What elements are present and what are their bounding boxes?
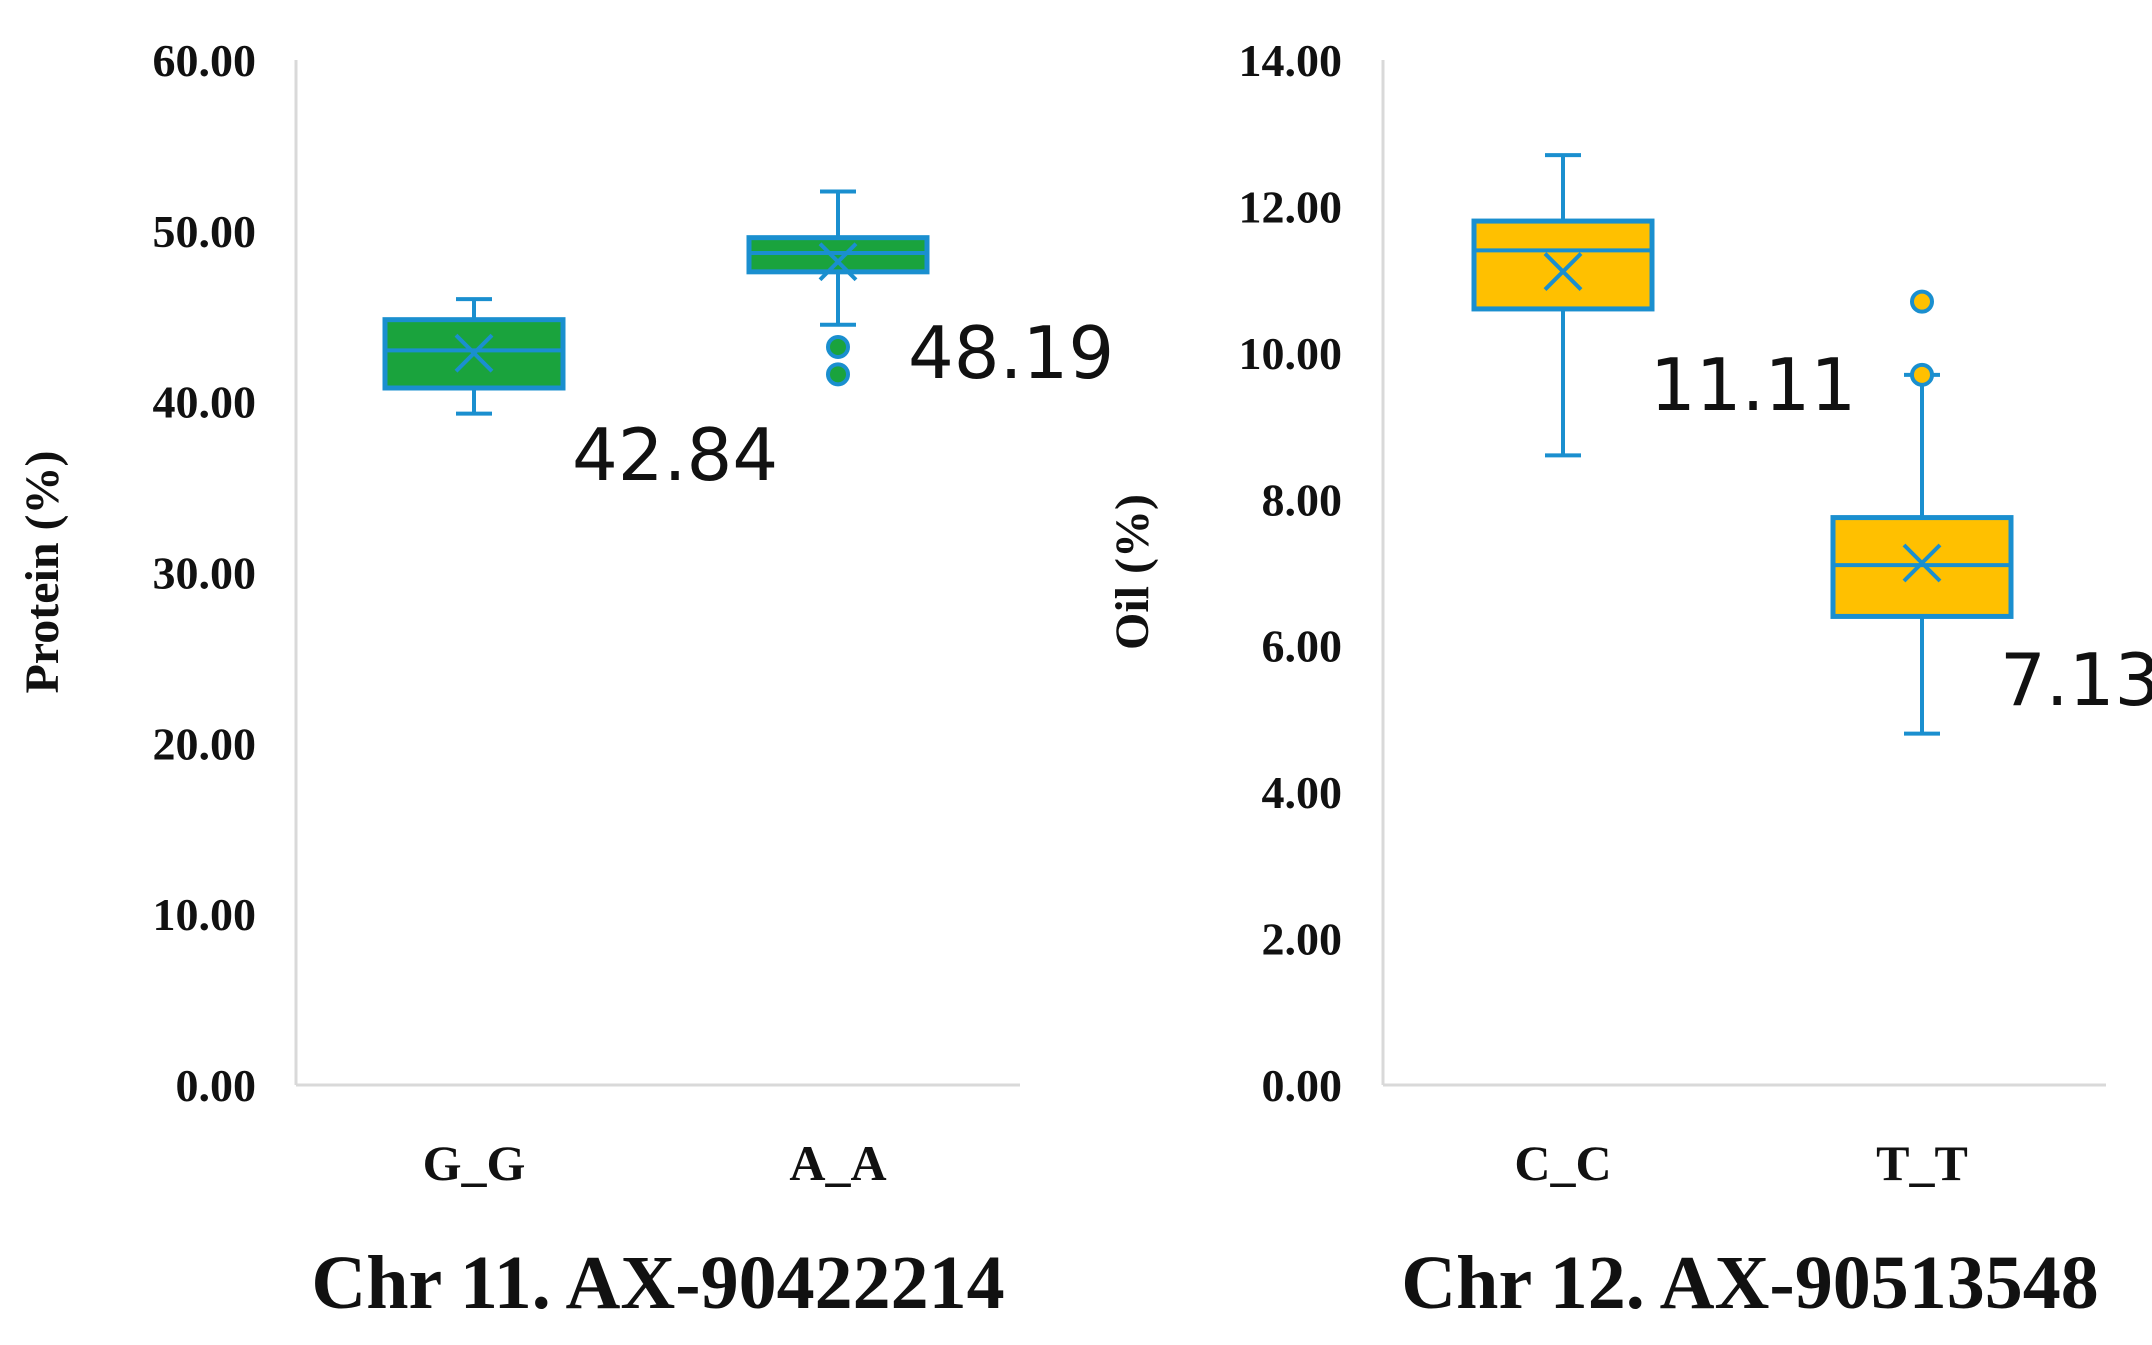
mean-marker bbox=[818, 242, 858, 282]
y-tick-label: 2.00 bbox=[1262, 914, 1343, 965]
y-tick-label: 30.00 bbox=[153, 548, 257, 599]
outlier-point bbox=[826, 362, 850, 387]
mean-data-label: 7.13 bbox=[2000, 638, 2152, 722]
y-tick-label: 12.00 bbox=[1239, 181, 1343, 232]
chart-title: Chr 11. AX-90422214 bbox=[311, 1241, 1004, 1325]
y-tick-label: 4.00 bbox=[1262, 767, 1343, 818]
outlier-point bbox=[826, 335, 850, 359]
box-C_C: 11.11 bbox=[1471, 153, 1856, 458]
y-tick-label: 6.00 bbox=[1262, 621, 1343, 672]
y-tick-label: 10.00 bbox=[1239, 328, 1343, 379]
y-tick-label: 60.00 bbox=[153, 35, 257, 86]
x-category-label: G_G bbox=[423, 1135, 526, 1191]
iqr-box bbox=[1471, 218, 1655, 312]
y-tick-label: 50.00 bbox=[153, 206, 257, 257]
x-category-label: A_A bbox=[789, 1135, 886, 1191]
y-tick-label: 20.00 bbox=[153, 718, 257, 769]
mean-marker bbox=[1543, 252, 1583, 292]
outlier-point bbox=[1910, 289, 1934, 314]
chart-panel-2: 0.00 2.00 4.00 6.00 8.00 10.00 12.00 14.00 Oil (… bbox=[1106, 35, 2152, 1325]
box-G_G: 42.84 bbox=[382, 297, 778, 497]
chart-title: Chr 12. AX-90513548 bbox=[1401, 1241, 2098, 1325]
y-axis-title: Protein (%) bbox=[16, 450, 69, 693]
y-tick-label: 8.00 bbox=[1262, 474, 1343, 525]
box-A_A: 48.19 bbox=[746, 189, 1114, 395]
chart-panel-1: 0.00 10.00 20.00 30.00 40.00 50.00 60.00 Protei… bbox=[16, 35, 1114, 1325]
x-category-label: T_T bbox=[1876, 1135, 1968, 1191]
outlier-point bbox=[1910, 362, 1934, 387]
mean-marker bbox=[454, 333, 494, 373]
x-category-label: C_C bbox=[1514, 1135, 1611, 1191]
y-tick-label: 0.00 bbox=[1262, 1060, 1343, 1111]
mean-marker bbox=[1902, 543, 1942, 583]
y-tick-label: 0.00 bbox=[176, 1060, 257, 1111]
box-T_T: 7.13 bbox=[1830, 289, 2152, 736]
mean-data-label: 11.11 bbox=[1650, 343, 1856, 427]
mean-data-label: 48.19 bbox=[908, 311, 1114, 395]
y-tick-label: 40.00 bbox=[153, 377, 257, 428]
y-tick-label: 10.00 bbox=[153, 889, 257, 940]
y-tick-label: 14.00 bbox=[1239, 35, 1343, 86]
iqr-box bbox=[382, 317, 566, 391]
mean-data-label: 42.84 bbox=[572, 413, 778, 497]
y-axis-title: Oil (%) bbox=[1106, 494, 1159, 650]
